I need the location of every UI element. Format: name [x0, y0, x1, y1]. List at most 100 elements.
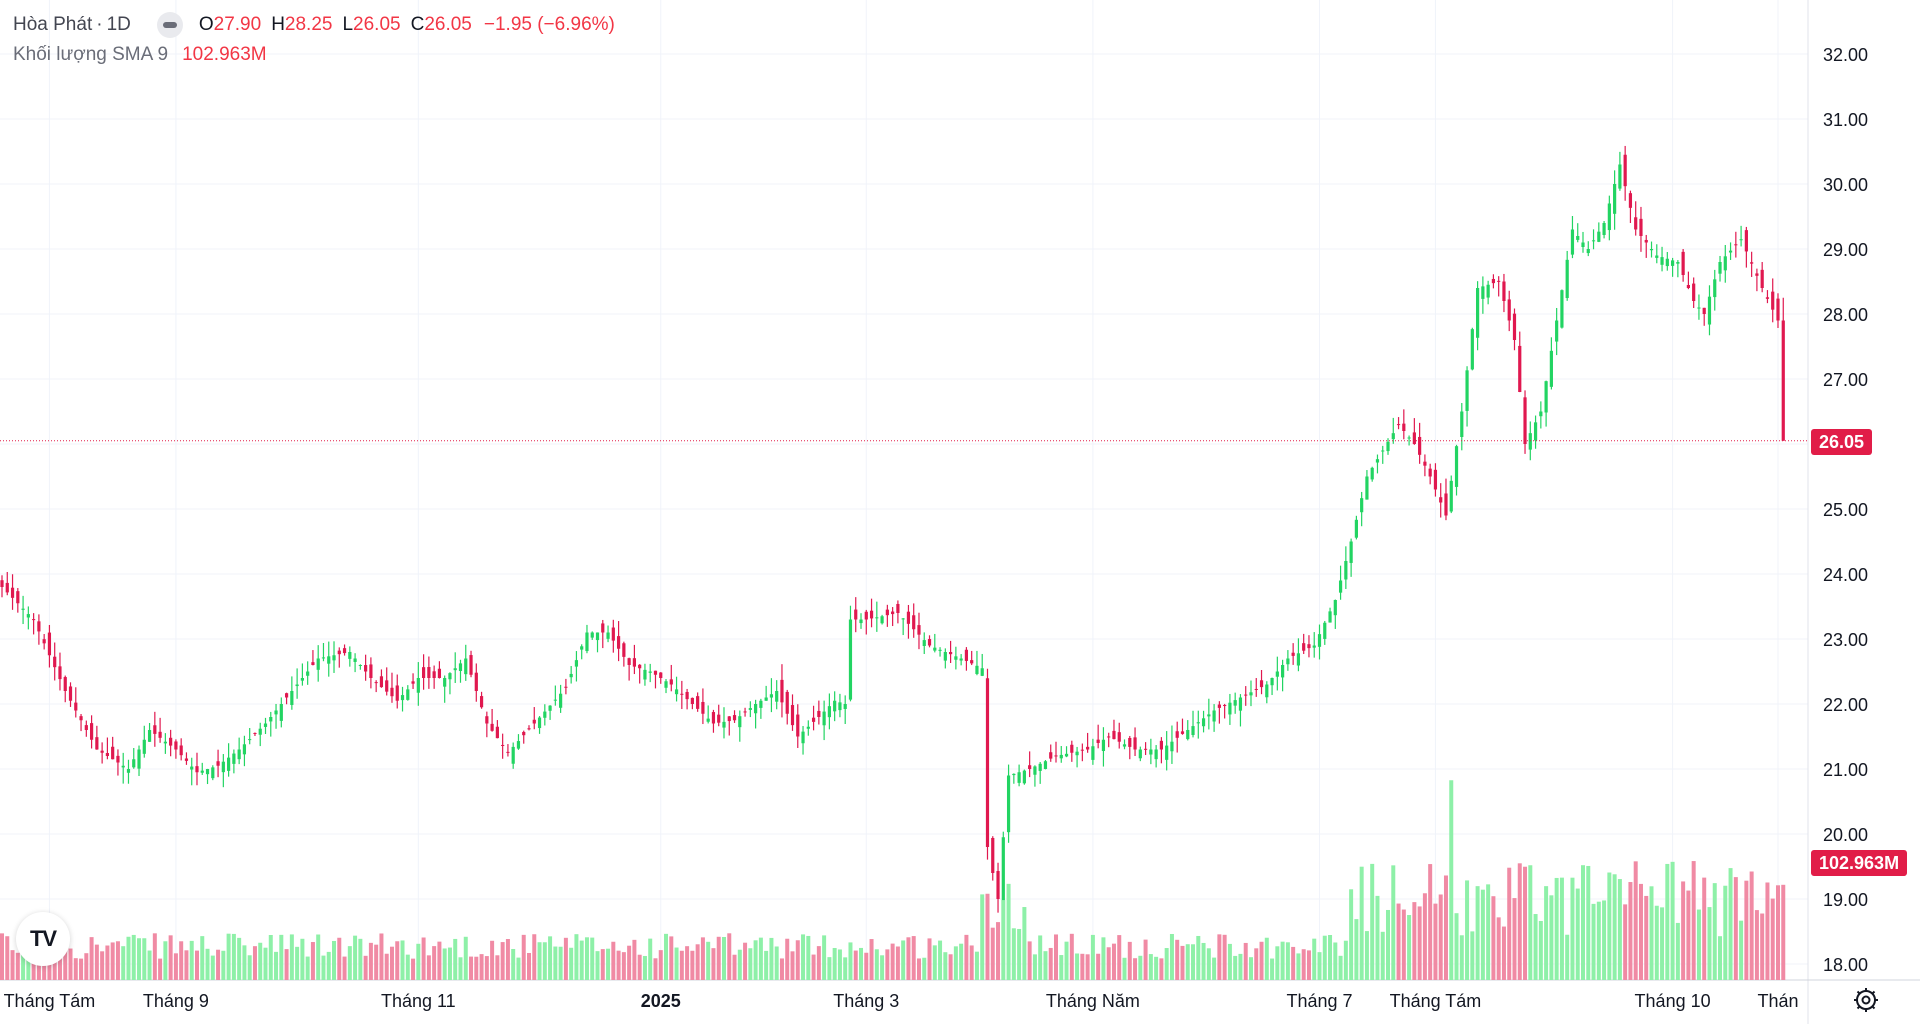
- volume-bar: [1602, 900, 1607, 980]
- candle-body: [1549, 350, 1553, 387]
- candle-body: [822, 711, 826, 726]
- candle-body: [1470, 329, 1474, 370]
- last-price-tag: 26.05: [1811, 429, 1873, 455]
- volume-bar: [1370, 863, 1375, 980]
- candle-body: [237, 749, 241, 760]
- candle-body: [996, 871, 1000, 899]
- x-tick-label: Tháng 7: [1286, 991, 1352, 1011]
- candle-body: [1038, 763, 1042, 771]
- volume-bar: [1623, 904, 1628, 980]
- candle-body: [1075, 751, 1079, 756]
- tradingview-logo[interactable]: TV: [16, 912, 70, 966]
- candle-body: [627, 658, 631, 665]
- candle-body: [980, 668, 984, 676]
- candle-body: [1744, 230, 1748, 252]
- symbol-name[interactable]: Hòa Phát: [13, 14, 93, 35]
- candle-body: [1259, 680, 1264, 688]
- candle-body: [685, 691, 689, 700]
- candle-body: [1544, 381, 1548, 413]
- candle-body: [1143, 748, 1148, 750]
- candle-body: [1323, 622, 1327, 639]
- volume-bar: [632, 939, 637, 980]
- volume-bar: [1101, 937, 1106, 980]
- candle-body: [711, 712, 716, 724]
- y-tick-label: 20.00: [1823, 825, 1868, 845]
- candle-body: [427, 667, 431, 678]
- volume-bar: [1501, 926, 1506, 980]
- volume-bar: [395, 941, 400, 980]
- candle-body: [158, 731, 162, 738]
- candle-body: [959, 658, 963, 661]
- candle-body: [811, 717, 816, 722]
- volume-bar: [237, 937, 242, 980]
- volume-bar: [1148, 954, 1153, 980]
- candle-body: [205, 769, 210, 775]
- collapse-legend-button[interactable]: [156, 12, 183, 38]
- candle-body: [669, 679, 673, 685]
- volume-bar: [1064, 941, 1069, 980]
- volume-bar: [1407, 915, 1412, 980]
- candle-body: [95, 737, 99, 750]
- candle-body: [58, 666, 62, 680]
- candle-body: [1597, 231, 1601, 242]
- candle-body: [1186, 730, 1190, 740]
- volume-bar: [637, 954, 642, 980]
- minus-icon: [162, 22, 177, 28]
- candle-body: [443, 678, 447, 687]
- volume-bar: [84, 953, 89, 980]
- volume-bar: [168, 935, 173, 980]
- candle-body: [1702, 307, 1706, 314]
- volume-bar: [779, 958, 784, 980]
- candle-body: [1439, 497, 1443, 503]
- y-tick-label: 18.00: [1823, 955, 1868, 975]
- volume-bar: [384, 953, 389, 980]
- volume-bar: [10, 950, 15, 980]
- volume-indicator-label[interactable]: Khối lượng SMA 9: [13, 44, 169, 65]
- candle-body: [1054, 755, 1058, 757]
- volume-bar: [179, 941, 184, 980]
- candle-body: [1676, 262, 1680, 264]
- candle-body: [1133, 737, 1137, 750]
- candle-body: [790, 705, 795, 726]
- volume-bar: [600, 949, 605, 980]
- candle-body: [532, 719, 536, 724]
- candle-body: [390, 687, 394, 697]
- volume-bar: [421, 937, 426, 980]
- candle-body: [453, 668, 457, 671]
- candle-body: [337, 650, 341, 655]
- volume-bar: [953, 946, 958, 980]
- volume-bar: [1559, 877, 1564, 980]
- volume-bar: [147, 950, 152, 980]
- volume-bar: [1644, 895, 1649, 980]
- candle-body: [200, 770, 204, 773]
- volume-bar: [527, 952, 531, 980]
- candle-body: [1244, 694, 1248, 696]
- candle-body: [1112, 730, 1116, 740]
- candle-body: [632, 658, 636, 667]
- candle-body: [1086, 746, 1090, 750]
- volume-bar: [938, 940, 943, 980]
- candle-body: [1196, 722, 1200, 724]
- volume-bar: [105, 945, 110, 980]
- volume-bar: [1428, 864, 1433, 980]
- candle-body: [801, 731, 805, 744]
- candle-body: [754, 704, 758, 714]
- candle-body: [242, 744, 247, 755]
- candle-body: [1212, 710, 1216, 722]
- candle-body: [1375, 459, 1380, 463]
- candle-body: [327, 656, 331, 664]
- candle-body: [1686, 284, 1690, 288]
- settings-gear-icon[interactable]: [1852, 986, 1880, 1014]
- interval-label[interactable]: 1D: [106, 14, 131, 35]
- candle-body: [1338, 580, 1343, 593]
- candle-body: [1507, 299, 1511, 321]
- volume-bar: [47, 953, 52, 980]
- candle-body: [26, 614, 30, 618]
- volume-bar: [252, 946, 257, 980]
- candle-body: [216, 761, 220, 766]
- volume-bar: [1538, 920, 1543, 980]
- candle-body: [1070, 744, 1074, 753]
- candle-body: [1602, 223, 1606, 235]
